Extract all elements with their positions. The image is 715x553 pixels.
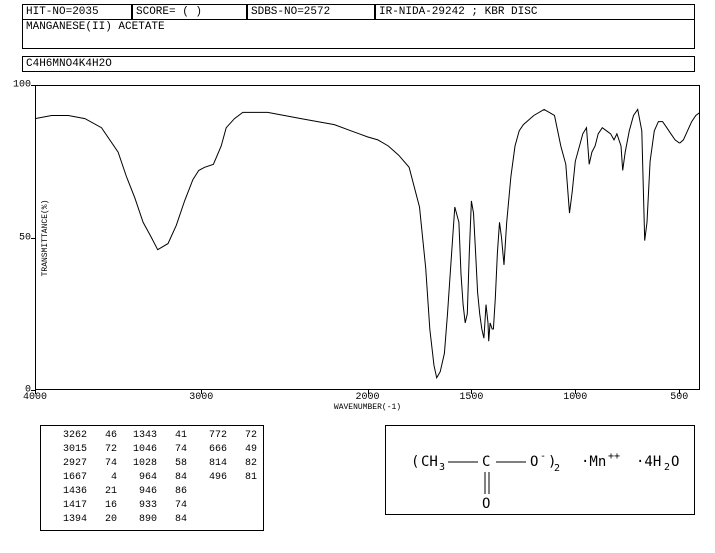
peak-value: 72 [227,429,257,443]
peak-value: 58 [157,457,187,471]
compound-name-field: MANGANESE(II) ACETATE [22,19,695,49]
svg-text:O: O [482,496,490,512]
formula-field: C4H6MNO4K4H2O [22,56,695,72]
x-tick-label: 1000 [563,392,587,403]
sdbs-no-field: SDBS-NO=2572 [247,4,375,20]
table-row: 166749648449681 [47,471,257,485]
structure-drawing: ( CH 3 C O - ) 2 O ·Mn ++ ·4H 2 O [386,426,696,516]
svg-text:++: ++ [608,451,620,462]
peak-wavenumber: 933 [117,499,157,513]
peak-wavenumber [187,499,227,513]
peak-value: 72 [87,443,117,457]
peak-value: 74 [157,443,187,457]
svg-text:O: O [671,454,679,470]
ir-info-field: IR-NIDA-29242 ; KBR DISC [375,4,695,20]
table-row: 13942089084 [47,513,257,527]
y-tick-label: 50 [19,232,31,243]
structure-box: ( CH 3 C O - ) 2 O ·Mn ++ ·4H 2 O [385,425,695,515]
peak-value: 21 [87,485,117,499]
peak-value: 20 [87,513,117,527]
peak-table: 3262461343417727230157210467466649292774… [40,425,264,531]
svg-text:2: 2 [554,463,560,474]
svg-text:C: C [482,454,490,470]
x-tick-label: 2000 [355,392,379,403]
peak-value: 81 [227,471,257,485]
y-tick-label: 100 [13,80,31,91]
peak-value [227,485,257,499]
peak-wavenumber: 814 [187,457,227,471]
peak-wavenumber: 1417 [47,499,87,513]
peak-wavenumber: 1394 [47,513,87,527]
peak-value: 86 [157,485,187,499]
peak-wavenumber: 1028 [117,457,157,471]
peak-wavenumber [187,485,227,499]
peak-wavenumber: 890 [117,513,157,527]
svg-text:·4H: ·4H [636,454,661,470]
x-tick-label: 3000 [189,392,213,403]
peak-value [227,499,257,513]
peak-value: 16 [87,499,117,513]
peak-value: 4 [87,471,117,485]
svg-text:(: ( [411,454,419,470]
peak-wavenumber: 3262 [47,429,87,443]
peak-value: 49 [227,443,257,457]
peak-value: 82 [227,457,257,471]
peak-wavenumber: 964 [117,471,157,485]
x-tick-label: 1500 [459,392,483,403]
peak-value [227,513,257,527]
x-axis-title: WAVENUMBER(-1) [334,403,401,412]
table-row: 32624613434177272 [47,429,257,443]
spectrum-chart: TRANSMITTANCE(%) WAVENUMBER(-1) 050100 4… [35,85,700,390]
peak-wavenumber: 2927 [47,457,87,471]
svg-text:-: - [540,451,546,462]
peak-wavenumber: 1046 [117,443,157,457]
peak-value: 46 [87,429,117,443]
svg-text:CH: CH [421,454,438,470]
spectrum-line [35,85,700,390]
peak-value: 41 [157,429,187,443]
svg-text:O: O [530,454,538,470]
table-row: 14171693374 [47,499,257,513]
peak-value: 74 [87,457,117,471]
peak-wavenumber: 3015 [47,443,87,457]
peak-value: 84 [157,513,187,527]
score-field: SCORE= ( ) [132,4,247,20]
peak-value: 84 [157,471,187,485]
peak-wavenumber: 666 [187,443,227,457]
table-row: 29277410285881482 [47,457,257,471]
peak-wavenumber: 1667 [47,471,87,485]
svg-text:3: 3 [439,462,445,473]
peak-wavenumber [187,513,227,527]
peak-wavenumber: 772 [187,429,227,443]
hit-no-field: HIT-NO=2035 [22,4,132,20]
peak-wavenumber: 946 [117,485,157,499]
peak-wavenumber: 1343 [117,429,157,443]
x-tick-label: 500 [670,392,688,403]
svg-text:·Mn: ·Mn [581,454,606,470]
peak-value: 74 [157,499,187,513]
peak-wavenumber: 496 [187,471,227,485]
table-row: 14362194686 [47,485,257,499]
svg-text:2: 2 [664,462,670,473]
peak-wavenumber: 1436 [47,485,87,499]
table-row: 30157210467466649 [47,443,257,457]
x-tick-label: 4000 [23,392,47,403]
